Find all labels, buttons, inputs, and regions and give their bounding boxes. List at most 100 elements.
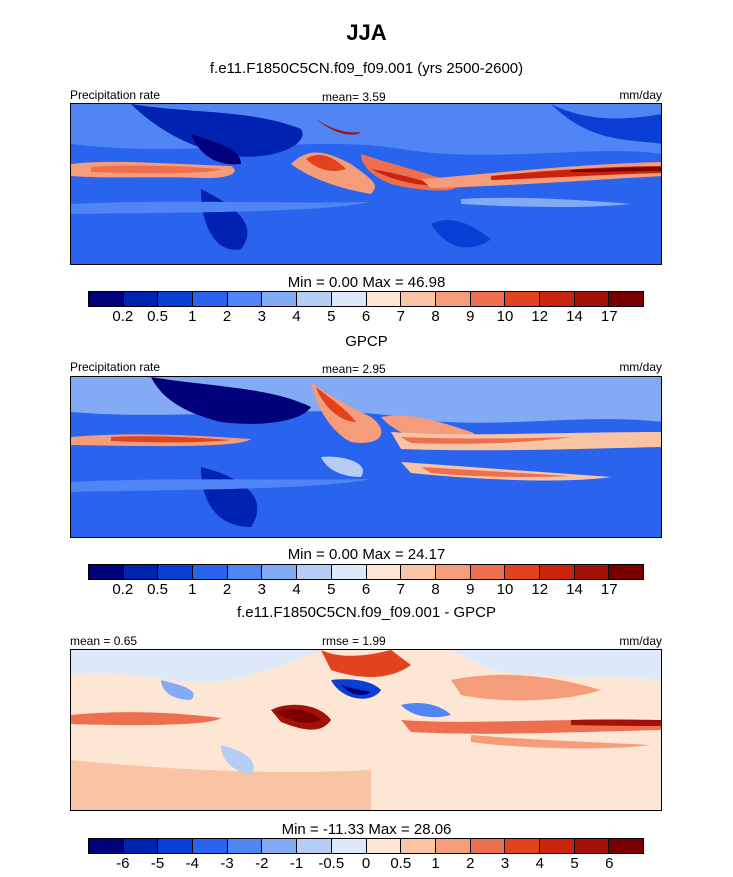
colorbar-swatch [193,839,228,853]
colorbar-tick-label: 2 [222,308,232,325]
colorbar-swatch [262,565,298,579]
colorbar-tick-label: 3 [257,581,266,598]
colorbar-swatch [89,292,124,306]
colorbar-tick-label: 10 [496,581,514,598]
colorbar-tick-label: 5 [570,855,579,872]
colorbar-tick-label: 1 [188,581,197,598]
colorbar-swatch [539,839,575,853]
colorbar-tick-label: 17 [600,308,618,325]
colorbar-swatch [609,292,643,306]
colorbar-tick-label: 8 [431,581,440,598]
colorbar-swatch [505,292,540,306]
colorbar-swatch [470,292,506,306]
colorbar-swatch [158,839,194,853]
colorbar-tick-label: -2 [255,855,269,872]
panel-2-left-label: Precipitation rate [70,360,161,374]
colorbar-swatch [435,565,471,579]
colorbar-tick-label: 3 [500,855,510,872]
colorbar-tick-label: 0.5 [147,581,168,598]
colorbar-tick-label: 17 [600,581,618,598]
colorbar-tick-label: -4 [185,855,199,872]
colorbar-swatch [470,565,506,579]
colorbar-swatch [539,292,575,306]
panel-1-mean-label: mean= 3.59 [322,90,386,104]
panel-2-colorbar [88,564,644,580]
colorbar-swatch [470,839,506,853]
panel-1-units-label: mm/day [619,88,662,102]
panel-2-units-label: mm/day [619,360,662,374]
colorbar-swatch [574,839,610,853]
colorbar-tick-label: 12 [531,308,549,325]
panel-3-title: f.e11.F1850C5CN.f09_f09.001 - GPCP [236,604,497,621]
colorbar-tick-label: 7 [396,581,405,598]
colorbar-tick-label: 3 [257,308,266,325]
colorbar-swatch [505,839,540,853]
colorbar-tick-label: 9 [466,581,475,598]
colorbar-tick-label: -0.5 [318,855,345,872]
colorbar-tick-label: 2 [466,855,475,872]
panel-2-title: GPCP [345,333,388,350]
colorbar-tick-label: 6 [361,581,371,598]
colorbar-tick-label: 1 [188,308,197,325]
colorbar-swatch [505,565,540,579]
colorbar-tick-label: -1 [289,855,304,872]
colorbar-tick-label: 9 [466,308,475,325]
colorbar-swatch [435,292,471,306]
colorbar-swatch [227,839,263,853]
panel-3-min-max: Min = -11.33 Max = 28.06 [281,821,452,838]
colorbar-tick-label: -6 [116,855,130,872]
colorbar-swatch [89,565,124,579]
colorbar-swatch [331,839,367,853]
colorbar-swatch [401,565,436,579]
panel-3-map [70,649,662,811]
panel-1-min-max: Min = 0.00 Max = 46.98 [287,274,446,291]
panel-1-left-label: Precipitation rate [70,88,161,102]
colorbar-swatch [227,292,263,306]
panel-3-mean-label: mean = 0.65 [70,634,138,648]
colorbar-tick-label: 4 [535,855,544,872]
colorbar-tick-label: 4 [292,308,301,325]
colorbar-tick-label: 6 [361,308,371,325]
colorbar-swatch [193,292,228,306]
colorbar-swatch [158,565,194,579]
colorbar-swatch [539,565,575,579]
colorbar-tick-label: 6 [605,855,614,872]
colorbar-swatch [366,565,402,579]
colorbar-tick-label: 0.2 [112,308,134,325]
panel-1-title: f.e11.F1850C5CN.f09_f09.001 (yrs 2500-26… [209,60,524,77]
colorbar-tick-label: 2 [222,581,232,598]
colorbar-tick-label: 0.5 [390,855,412,872]
colorbar-tick-label: -3 [220,855,234,872]
colorbar-tick-label: 14 [566,581,583,598]
colorbar-tick-label: 10 [496,308,514,325]
panel-3-colorbar-ticks: -6 -5 -4 -3 -2 -1 -0.5 0 0.5 1 2 3 4 5 6 [0,855,733,875]
figure-title: JJA [346,20,387,45]
panel-2-map [70,376,662,538]
panel-2-mean-label: mean= 2.95 [322,362,386,376]
colorbar-tick-label: 4 [292,581,301,598]
panel-1-colorbar-ticks: 0.2 0.5 1 2 3 4 5 6 7 8 9 10 12 14 17 [0,308,733,328]
colorbar-tick-label: 14 [566,308,583,325]
colorbar-swatch [609,565,643,579]
colorbar-swatch [123,839,159,853]
colorbar-swatch [193,565,228,579]
panel-1-colorbar [88,291,644,307]
colorbar-tick-label: 5 [327,581,336,598]
colorbar-swatch [574,565,610,579]
colorbar-tick-label: -5 [150,855,165,872]
panel-2-min-max: Min = 0.00 Max = 24.17 [287,546,446,563]
colorbar-swatch [158,292,194,306]
colorbar-tick-label: 8 [431,308,440,325]
colorbar-swatch [262,839,298,853]
colorbar-swatch [123,292,159,306]
colorbar-tick-label: 7 [396,308,405,325]
colorbar-swatch [366,292,402,306]
colorbar-swatch [297,292,332,306]
colorbar-swatch [89,839,124,853]
colorbar-tick-label: 5 [327,308,336,325]
colorbar-tick-label: 1 [431,855,440,872]
colorbar-swatch [297,839,332,853]
colorbar-swatch [297,565,332,579]
panel-1-map [70,103,662,265]
panel-3-units-label: mm/day [619,634,662,648]
